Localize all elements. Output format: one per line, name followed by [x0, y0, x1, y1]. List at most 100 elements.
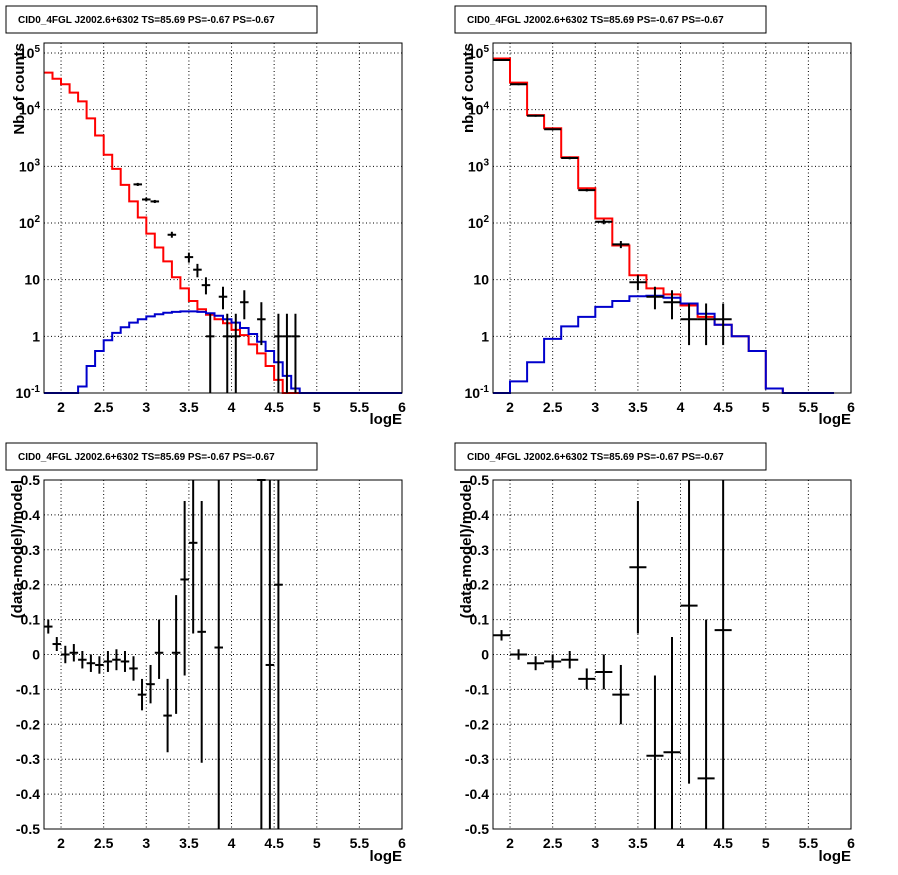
data-point [188, 480, 198, 634]
x-tick-label: 3.5 [628, 399, 648, 415]
x-tick-label: 2.5 [94, 835, 114, 851]
data-point [544, 654, 562, 669]
y-tick-label: -0.1 [16, 681, 40, 697]
data-point [197, 500, 206, 763]
y-tick-label: 0.3 [470, 542, 490, 558]
y-axis-label: (data-model)/model [9, 480, 26, 618]
data-point [137, 678, 147, 711]
data-point [680, 303, 698, 346]
x-tick-label: 2.5 [543, 399, 563, 415]
data-point [578, 188, 596, 192]
y-tick-label: -0.4 [16, 786, 40, 802]
x-axis-label: logE [370, 411, 403, 428]
chart-title: CID0_4FGL J2002.6+6302 TS=85.69 PS=-0.67… [18, 452, 275, 463]
data-point [578, 668, 596, 690]
points-layer [133, 182, 300, 393]
x-tick-label: 5 [313, 835, 321, 851]
y-tick-label: 102 [468, 214, 490, 231]
data-point [663, 290, 681, 320]
data-point [223, 313, 232, 393]
data-point [697, 619, 715, 829]
x-tick-label: 6 [847, 835, 855, 851]
data-point [44, 619, 53, 634]
data-point [163, 678, 172, 753]
x-tick-label: 4.5 [713, 399, 733, 415]
data-point [629, 500, 647, 634]
grid [44, 43, 402, 393]
x-tick-label: 6 [398, 835, 406, 851]
x-tick-label: 4 [228, 835, 236, 851]
y-tick-label: 0 [481, 647, 489, 663]
data-point [714, 480, 732, 829]
x-tick-label: 3 [142, 835, 150, 851]
data-point [154, 619, 164, 679]
x-axis-label: logE [819, 848, 852, 865]
panel-bottom-left: CID0_4FGL J2002.6+6302 TS=85.69 PS=-0.67… [5, 442, 406, 865]
x-axis-label: logE [819, 411, 852, 428]
title-box [5, 5, 318, 34]
data-point [142, 197, 151, 202]
x-tick-label: 3 [142, 399, 150, 415]
series-layer [44, 71, 402, 394]
data-point [714, 303, 732, 346]
x-tick-label: 4 [677, 399, 685, 415]
plot-frame [492, 42, 852, 394]
data-point [646, 286, 664, 310]
data-point [78, 651, 87, 669]
x-tick-label: 2 [506, 835, 514, 851]
y-axis-label: (data-model)/model [458, 480, 475, 618]
x-tick-label: 4 [228, 399, 236, 415]
chart-title: CID0_4FGL J2002.6+6302 TS=85.69 PS=-0.67… [467, 452, 724, 463]
data-point [180, 500, 189, 676]
x-tick-labels: 2 2.5 3 3.5 4 4.5 5 5.5 6 [506, 399, 855, 415]
data-point [527, 114, 545, 117]
y-tick-label: 0.1 [21, 612, 41, 628]
data-point [510, 649, 528, 660]
y-tick-label: -0.2 [16, 716, 40, 732]
data-point [112, 649, 121, 671]
data-point [291, 313, 300, 393]
chart-title: CID0_4FGL J2002.6+6302 TS=85.69 PS=-0.67… [467, 15, 724, 26]
y-tick-label: 0.3 [21, 542, 41, 558]
x-tick-label: 4 [677, 835, 685, 851]
x-tick-labels: 2 2.5 3 3.5 4 4.5 5 5.5 6 [57, 835, 406, 851]
y-tick-labels: -0.5 -0.4 -0.3 -0.2 -0.1 0 0.1 0.2 0.3 0.4 0.5 [465, 472, 489, 837]
y-tick-label: 0.1 [470, 612, 490, 628]
y-tick-label: 0.2 [21, 577, 41, 593]
data-point [274, 313, 283, 393]
data-point [595, 654, 613, 690]
chart-title: CID0_4FGL J2002.6+6302 TS=85.69 PS=-0.67… [18, 15, 275, 26]
y-tick-label: 0 [32, 647, 40, 663]
title-box [454, 442, 767, 471]
x-tick-label: 6 [847, 399, 855, 415]
x-tick-label: 4.5 [264, 835, 284, 851]
y-tick-label: -0.1 [465, 681, 489, 697]
grid [493, 43, 851, 393]
data-point [240, 290, 249, 320]
data-point [595, 219, 613, 225]
plot-frame [43, 42, 403, 394]
data-point [561, 651, 579, 669]
y-tick-label: 1 [32, 328, 40, 344]
data-point [103, 651, 113, 672]
data-point [612, 664, 630, 725]
data-point [265, 480, 275, 829]
data-point [282, 313, 292, 393]
x-tick-label: 5.5 [799, 835, 819, 851]
panel-top-left: CID0_4FGL J2002.6+6302 TS=85.69 PS=-0.67… [5, 5, 406, 428]
y-tick-label: 0.4 [470, 507, 490, 523]
data-point [612, 241, 630, 249]
x-tick-labels: 2 2.5 3 3.5 4 4.5 5 5.5 6 [57, 399, 406, 415]
data-point [69, 644, 79, 662]
grid [44, 480, 402, 829]
y-tick-label: 0.5 [21, 472, 41, 488]
data-point [95, 656, 104, 674]
y-tick-label: 10 [473, 272, 489, 288]
data-point [231, 313, 241, 393]
y-tick-labels: -0.5 -0.4 -0.3 -0.2 -0.1 0 0.1 0.2 0.3 0.4 0.5 [16, 472, 40, 837]
x-tick-label: 4.5 [264, 399, 284, 415]
data-point [274, 480, 283, 829]
data-point [193, 263, 202, 278]
